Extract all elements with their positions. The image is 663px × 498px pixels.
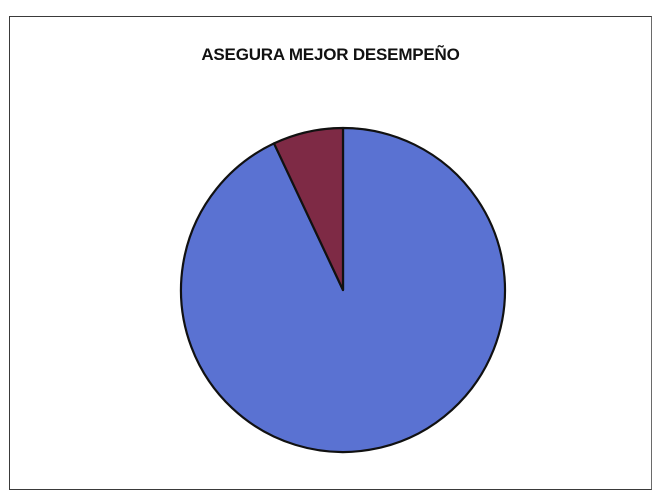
chart-frame: ASEGURA MEJOR DESEMPEÑO — [9, 16, 652, 490]
pie-slice-2 — [272, 126, 345, 292]
pie-chart — [179, 126, 507, 454]
chart-title: ASEGURA MEJOR DESEMPEÑO — [201, 45, 460, 64]
